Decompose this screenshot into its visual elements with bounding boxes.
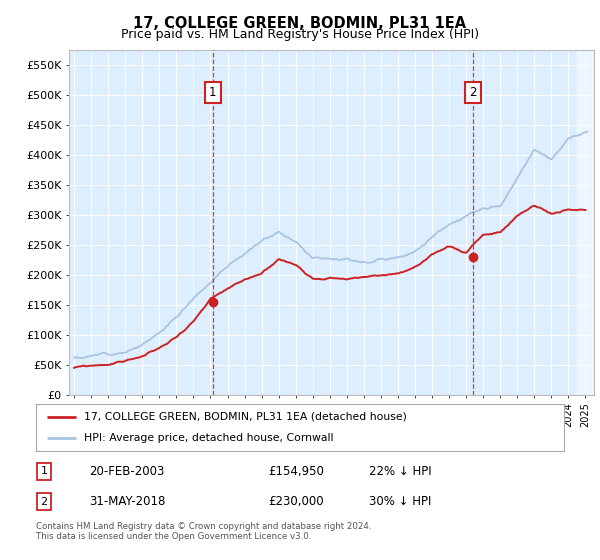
Bar — [577, 50, 594, 395]
Text: 1: 1 — [40, 466, 47, 477]
Text: Price paid vs. HM Land Registry's House Price Index (HPI): Price paid vs. HM Land Registry's House … — [121, 28, 479, 41]
Text: 22% ↓ HPI: 22% ↓ HPI — [368, 465, 431, 478]
Text: Contains HM Land Registry data © Crown copyright and database right 2024.
This d: Contains HM Land Registry data © Crown c… — [36, 522, 371, 542]
Text: 30% ↓ HPI: 30% ↓ HPI — [368, 495, 431, 508]
Text: 17, COLLEGE GREEN, BODMIN, PL31 1EA: 17, COLLEGE GREEN, BODMIN, PL31 1EA — [133, 16, 467, 31]
Text: 17, COLLEGE GREEN, BODMIN, PL31 1EA (detached house): 17, COLLEGE GREEN, BODMIN, PL31 1EA (det… — [83, 412, 406, 422]
Text: 20-FEB-2003: 20-FEB-2003 — [89, 465, 164, 478]
Text: HPI: Average price, detached house, Cornwall: HPI: Average price, detached house, Corn… — [83, 433, 333, 444]
Text: £154,950: £154,950 — [268, 465, 324, 478]
Text: 2: 2 — [40, 497, 47, 507]
Text: 1: 1 — [209, 86, 217, 99]
Text: £230,000: £230,000 — [268, 495, 324, 508]
Text: 2: 2 — [470, 86, 477, 99]
Text: 31-MAY-2018: 31-MAY-2018 — [89, 495, 165, 508]
